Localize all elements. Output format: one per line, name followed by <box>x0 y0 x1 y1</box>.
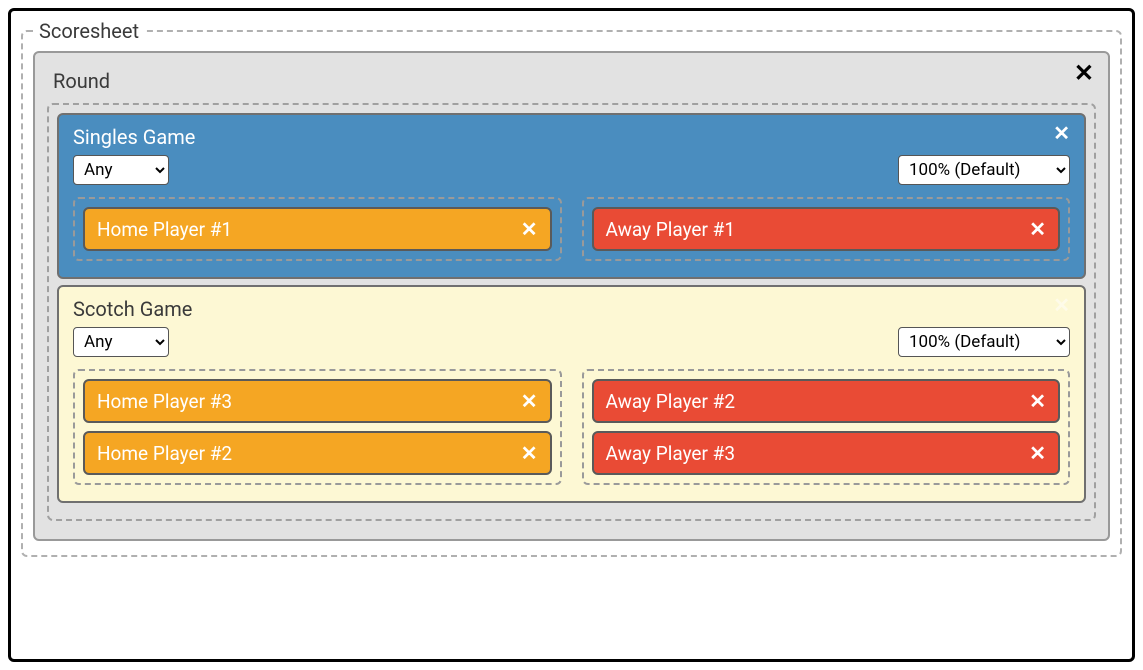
singles-players-row: Home Player #1 ✕ Away Player #1 ✕ <box>73 197 1070 261</box>
home-player-label: Home Player #3 <box>97 390 232 413</box>
away-player-chip[interactable]: Away Player #2 ✕ <box>592 379 1061 423</box>
remove-player-icon[interactable]: ✕ <box>521 217 538 241</box>
away-player-chip[interactable]: Away Player #1 ✕ <box>592 207 1061 251</box>
round-dashed-container: ✕ Singles Game Any 100% (Default) <box>47 103 1096 521</box>
remove-player-icon[interactable]: ✕ <box>1029 389 1046 413</box>
away-player-label: Away Player #3 <box>606 442 736 465</box>
home-player-chip[interactable]: Home Player #1 ✕ <box>83 207 552 251</box>
singles-home-col: Home Player #1 ✕ <box>73 197 562 261</box>
round-close-icon[interactable]: ✕ <box>1074 61 1094 85</box>
scotch-controls-row: Any 100% (Default) <box>73 327 1070 357</box>
remove-player-icon[interactable]: ✕ <box>521 441 538 465</box>
away-player-label: Away Player #1 <box>606 218 736 241</box>
home-player-label: Home Player #1 <box>97 218 232 241</box>
home-player-chip[interactable]: Home Player #2 ✕ <box>83 431 552 475</box>
remove-player-icon[interactable]: ✕ <box>1029 217 1046 241</box>
scoresheet-fieldset: Scoresheet ✕ Round ✕ Singles Game Any 10… <box>21 19 1122 557</box>
scoresheet-legend: Scoresheet <box>33 19 145 43</box>
singles-weight-select[interactable]: 100% (Default) <box>898 155 1070 185</box>
remove-player-icon[interactable]: ✕ <box>1029 441 1046 465</box>
scotch-position-select[interactable]: Any <box>73 327 169 357</box>
singles-controls-row: Any 100% (Default) <box>73 155 1070 185</box>
round-label: Round <box>53 69 1092 93</box>
away-player-label: Away Player #2 <box>606 390 736 413</box>
away-player-chip[interactable]: Away Player #3 ✕ <box>592 431 1061 475</box>
scotch-game-panel: ✕ Scotch Game Any 100% (Default) <box>57 285 1086 503</box>
scotch-away-col: Away Player #2 ✕ Away Player #3 ✕ <box>582 369 1071 485</box>
singles-away-col: Away Player #1 ✕ <box>582 197 1071 261</box>
singles-position-select[interactable]: Any <box>73 155 169 185</box>
scotch-game-title: Scotch Game <box>73 297 1070 321</box>
home-player-label: Home Player #2 <box>97 442 232 465</box>
remove-player-icon[interactable]: ✕ <box>521 389 538 413</box>
scotch-close-icon[interactable]: ✕ <box>1053 295 1070 315</box>
singles-game-panel: ✕ Singles Game Any 100% (Default) <box>57 113 1086 279</box>
scotch-home-col: Home Player #3 ✕ Home Player #2 ✕ <box>73 369 562 485</box>
scotch-players-row: Home Player #3 ✕ Home Player #2 ✕ Away P… <box>73 369 1070 485</box>
home-player-chip[interactable]: Home Player #3 ✕ <box>83 379 552 423</box>
main-scroll[interactable]: Scoresheet ✕ Round ✕ Singles Game Any 10… <box>8 8 1135 662</box>
singles-close-icon[interactable]: ✕ <box>1053 123 1070 143</box>
singles-game-title: Singles Game <box>73 125 1070 149</box>
round-panel: ✕ Round ✕ Singles Game Any 100% (Default… <box>33 51 1110 541</box>
scotch-weight-select[interactable]: 100% (Default) <box>898 327 1070 357</box>
